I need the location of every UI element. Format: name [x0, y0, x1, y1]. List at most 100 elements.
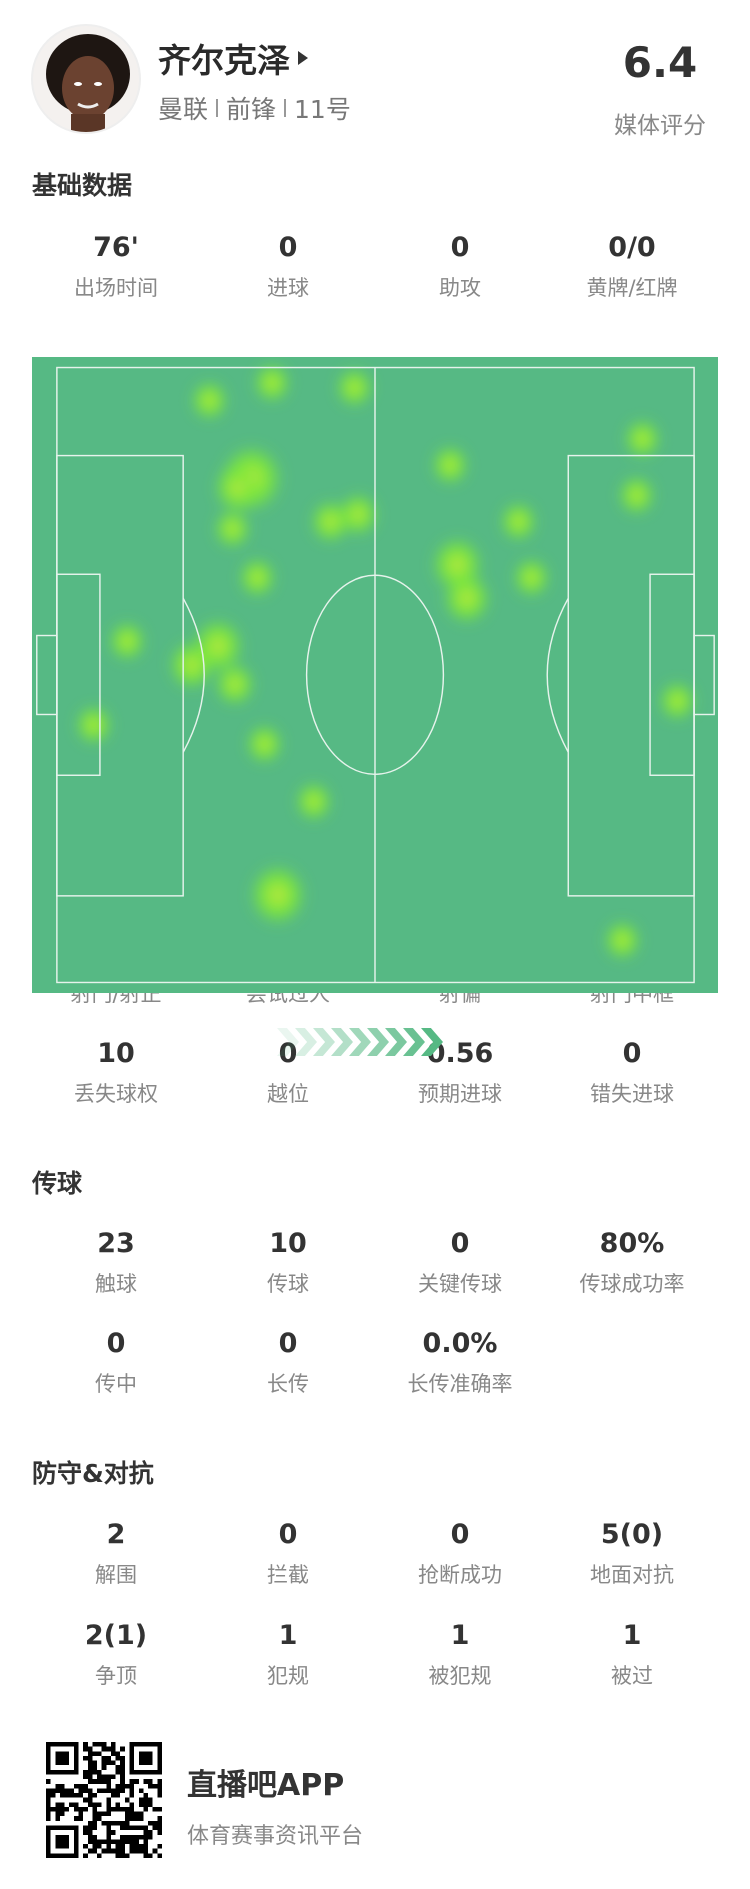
stat-label: 拦截	[267, 1563, 309, 1587]
heat-spot	[253, 362, 291, 403]
stat-value: 0	[450, 1519, 470, 1550]
heat-spot	[295, 781, 333, 822]
stat-value: 0	[278, 1038, 298, 1069]
stat-value: 0	[278, 1519, 298, 1550]
heat-spot	[192, 618, 244, 675]
stat-item: 76' 出场时间	[30, 232, 202, 302]
stat-label: 争顶	[95, 1664, 137, 1688]
stat-value: 0	[450, 1228, 470, 1259]
stat-item: 0 传中	[30, 1328, 202, 1398]
stat-item: 80% 传球成功率	[546, 1228, 718, 1298]
stat-value: 0.0%	[422, 1328, 498, 1359]
stat-item: 0 关键传球	[374, 1228, 546, 1298]
stat-item: 10 丢失球权	[30, 1038, 202, 1108]
stat-row: 76' 出场时间 0 进球 0 助攻 0/0 黄牌/红牌	[30, 232, 718, 302]
stat-label: 触球	[95, 1272, 137, 1296]
stat-value: 0	[622, 1038, 642, 1069]
stat-row: 2(1) 争顶 1 犯规 1 被犯规 1 被过	[30, 1620, 718, 1690]
stat-label: 关键传球	[418, 1272, 502, 1296]
heat-spot	[75, 705, 113, 745]
stat-item: 0/0 黄牌/红牌	[546, 232, 718, 302]
heat-spot	[238, 557, 276, 598]
heat-spot	[246, 724, 283, 765]
avatar[interactable]	[31, 24, 141, 134]
stat-value: 0	[278, 1328, 298, 1359]
stat-item: 1 被过	[546, 1620, 718, 1690]
stat-label: 长传	[267, 1372, 309, 1396]
stat-item: 0 错失进球	[546, 1038, 718, 1108]
section-title-basic: 基础数据	[32, 171, 133, 200]
stat-item: 0.56 预期进球	[374, 1038, 546, 1108]
heat-spot	[658, 681, 696, 721]
stat-label: 传球成功率	[579, 1272, 685, 1296]
stat-item: 0 抢断成功	[374, 1519, 546, 1589]
stat-label: 预期进球	[418, 1082, 502, 1106]
heat-spot	[191, 380, 228, 421]
stat-value: 0	[450, 232, 470, 263]
stat-value: 76'	[93, 232, 139, 263]
stat-label: 越位	[267, 1082, 309, 1106]
stat-value: 80%	[599, 1228, 665, 1259]
stat-label: 抢断成功	[418, 1563, 502, 1587]
stat-value: 5(0)	[600, 1519, 664, 1550]
stat-item: 2(1) 争顶	[30, 1620, 202, 1690]
shirt-number: 11号	[294, 95, 351, 124]
stat-item: 0 拦截	[202, 1519, 374, 1589]
player-name-link[interactable]: 齐尔克泽	[158, 34, 308, 82]
rating-label: 媒体评分	[614, 113, 706, 139]
rating-value: 6.4	[622, 38, 698, 87]
stat-label: 黄牌/红牌	[586, 276, 678, 300]
stat-item: 0 助攻	[374, 232, 546, 302]
heat-spot	[618, 475, 656, 516]
stat-value: 2(1)	[84, 1620, 148, 1651]
chevron-icon	[277, 1028, 299, 1056]
stat-value: 1	[278, 1620, 298, 1651]
stat-label: 出场时间	[74, 276, 158, 300]
stat-row: 23 触球 10 传球 0 关键传球 80% 传球成功率	[30, 1228, 718, 1298]
stat-label: 犯规	[267, 1664, 309, 1688]
player-photo-icon	[46, 34, 130, 132]
heat-spot	[249, 863, 307, 927]
stat-row: 2 解围 0 拦截 0 抢断成功 5(0) 地面对抗	[30, 1519, 718, 1589]
stat-value: 1	[450, 1620, 470, 1651]
stat-item: 0.0% 长传准确率	[374, 1328, 546, 1398]
stat-label: 丢失球权	[74, 1082, 158, 1106]
stat-label: 长传准确率	[407, 1372, 513, 1396]
stat-value: 0	[278, 232, 298, 263]
app-name: 直播吧APP	[187, 1768, 345, 1803]
heat-spot	[214, 508, 251, 549]
stat-item: 23 触球	[30, 1228, 202, 1298]
play-triangle-icon	[298, 51, 308, 65]
stat-item: 10 传球	[202, 1228, 374, 1298]
stat-label: 进球	[267, 276, 309, 300]
stat-label: 传球	[267, 1272, 309, 1296]
stat-row: 10 丢失球权 0 越位 0.56 预期进球 0 错失进球	[30, 1038, 718, 1108]
pitch-lines	[36, 366, 715, 984]
heatmap	[36, 362, 715, 984]
qr-code	[45, 1742, 163, 1858]
stat-label: 错失进球	[590, 1082, 674, 1106]
stat-label: 传中	[95, 1372, 137, 1396]
heat-spot	[624, 418, 661, 459]
stat-label: 助攻	[439, 276, 481, 300]
stat-item: 5(0) 地面对抗	[546, 1519, 718, 1589]
position: 前锋	[226, 95, 277, 124]
heat-spot	[500, 501, 537, 542]
stat-value: 1	[622, 1620, 642, 1651]
player-name: 齐尔克泽	[158, 41, 290, 80]
heat-spot	[513, 557, 550, 598]
chevron-arrows-icon	[277, 1028, 443, 1056]
section-title-passing: 传球	[32, 1169, 83, 1198]
stat-item: 2 解围	[30, 1519, 202, 1589]
divider	[216, 99, 219, 117]
stat-value: 10	[97, 1038, 135, 1069]
team: 曼联	[158, 95, 209, 124]
heat-spot	[442, 572, 491, 625]
stat-label: 地面对抗	[590, 1563, 674, 1587]
stat-item: 0 长传	[202, 1328, 374, 1398]
section-title-defense: 防守&对抗	[32, 1459, 154, 1488]
stat-label: 被犯规	[428, 1664, 492, 1688]
heatmap-pitch	[32, 357, 718, 993]
heat-spot	[214, 662, 255, 707]
stat-value: 10	[269, 1228, 307, 1259]
